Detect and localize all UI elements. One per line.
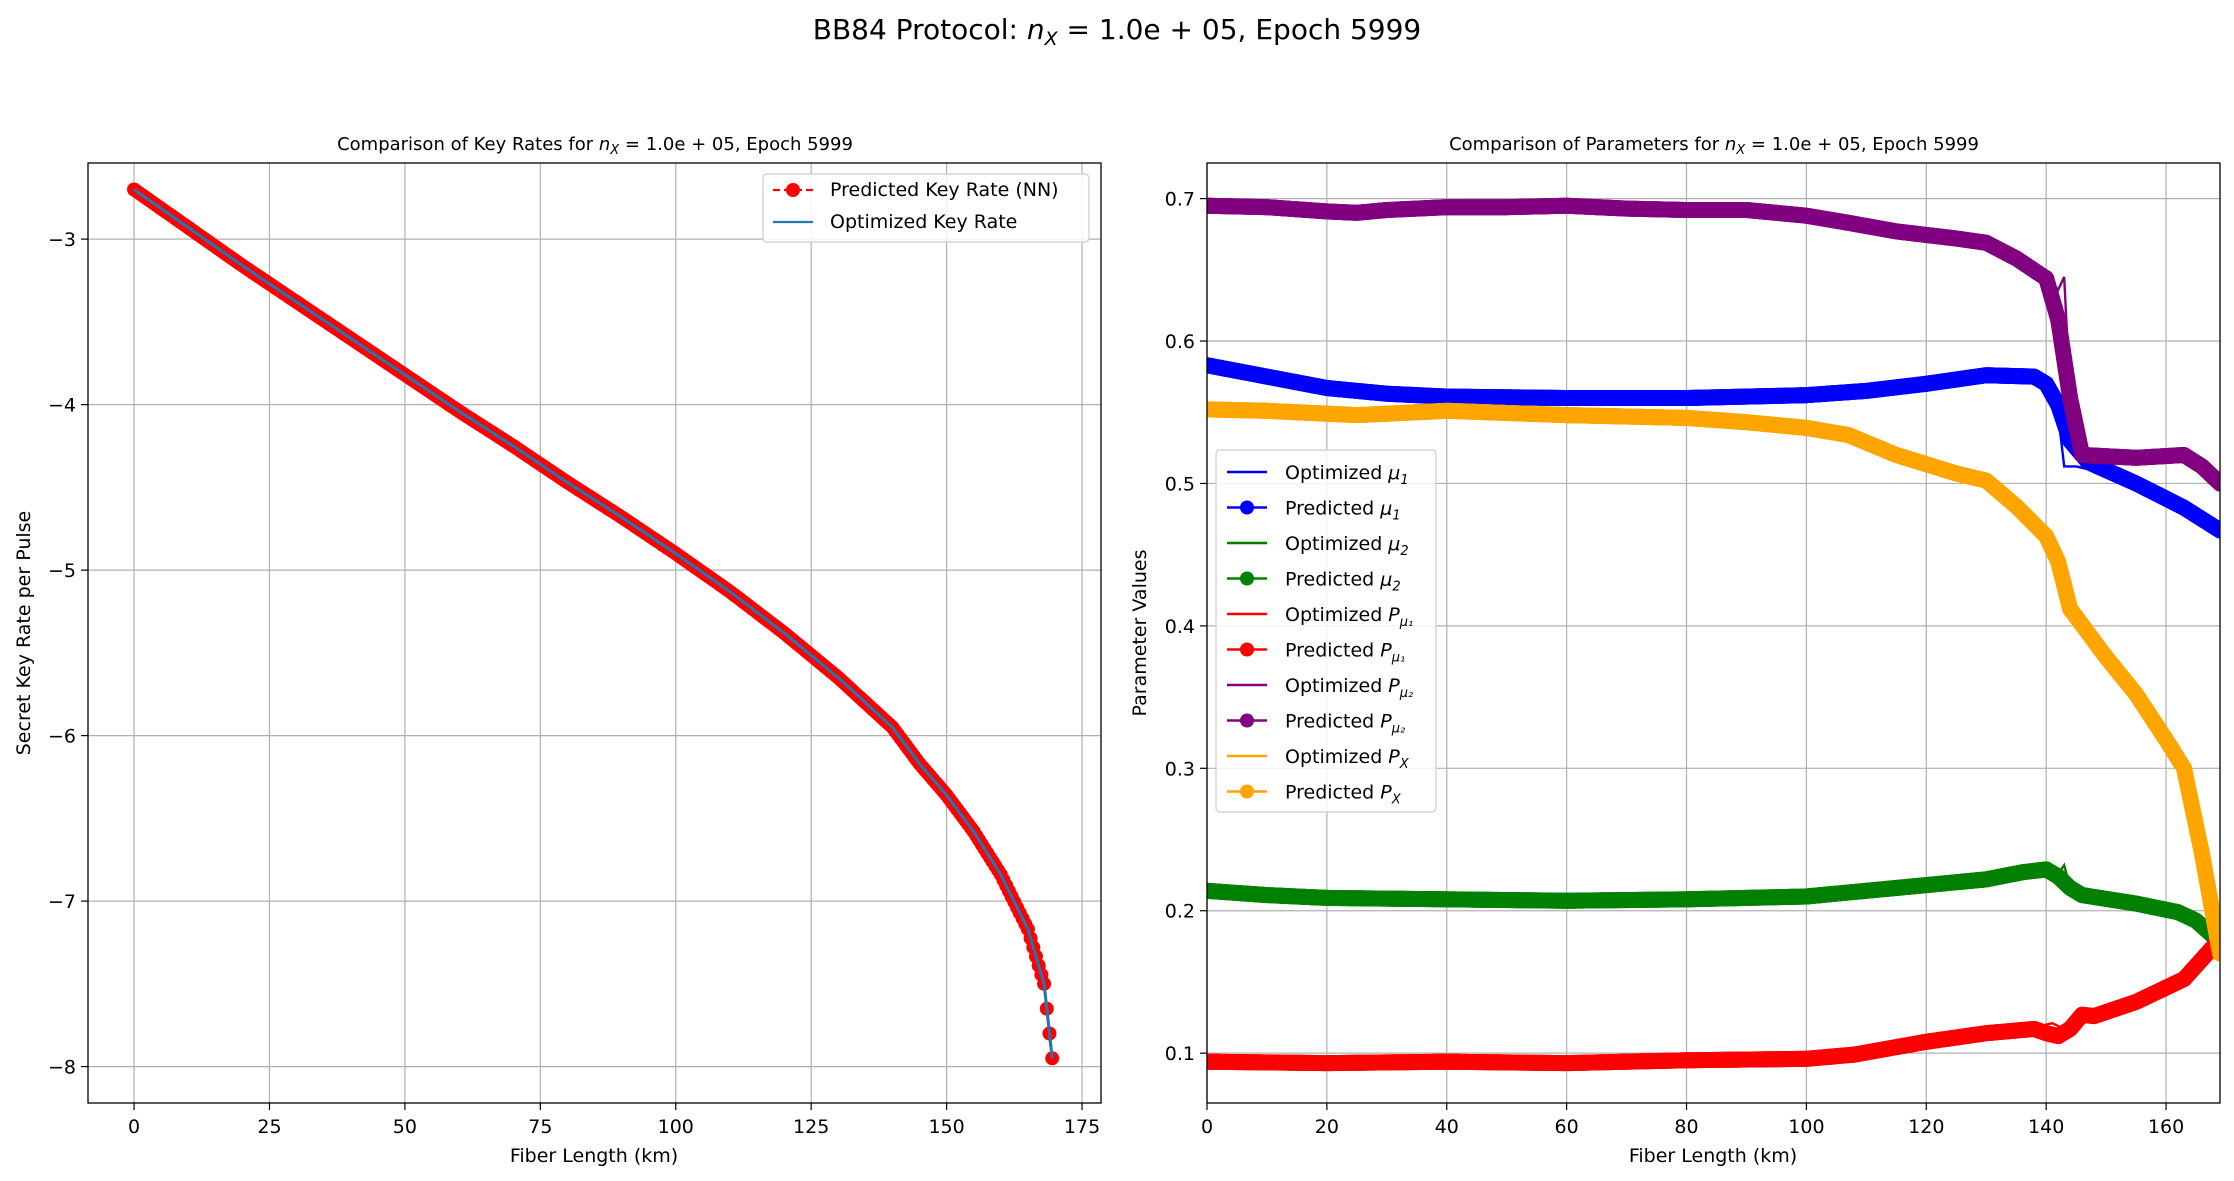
optimized-px-line	[1207, 408, 2220, 954]
key-rate-plot-area	[127, 182, 1060, 1066]
1-y-tick-label: 0.5	[1165, 473, 1195, 495]
1-x-tick-label: 80	[1674, 1116, 1698, 1138]
1-x-tick-label: 140	[2028, 1116, 2064, 1138]
1-y-tick-label: 0.7	[1165, 189, 1195, 211]
0-x-tick-label: 100	[658, 1116, 694, 1138]
parameters-ticks: 0 20 40 60 80 100 120 140 160 0.1 0.2 0.3 0.4 0.5 0.6 0…	[1165, 189, 2184, 1138]
0-y-tick-label: −6	[48, 726, 76, 748]
0-y-tick-label: −5	[48, 560, 76, 582]
optimized-pmu2-line	[1207, 204, 2220, 485]
0-y-tick-label: −3	[48, 229, 76, 251]
optimized-pmu1-line	[1207, 938, 2220, 1065]
parameters-series-group	[1207, 197, 2220, 1072]
key-rate-gridlines	[88, 163, 1101, 1103]
series-pmu2	[1207, 197, 2220, 492]
0-y-tick-label: −7	[48, 891, 76, 913]
parameters-y-axis-label: Parameter Values	[1129, 550, 1151, 717]
parameters-legend: Optimized μ1 Predicted μ1 Optimized μ2 Pred…	[1215, 449, 1437, 813]
legend-marker-1	[1240, 500, 1254, 515]
1-y-tick-label: 0.1	[1165, 1043, 1195, 1065]
0-x-tick-label: 75	[528, 1116, 552, 1138]
optimized-mu2-line	[1207, 862, 2220, 946]
key-rate-y-axis-label: Secret Key Rate per Pulse	[13, 511, 35, 756]
series-px	[1207, 401, 2220, 962]
key-rate-legend: Predicted Key Rate (NN) Optimized Key Ra…	[762, 173, 1090, 243]
legend-label-1: Predicted μ1	[1285, 498, 1401, 524]
legend-marker-9	[1240, 784, 1254, 799]
1-y-tick-label: 0.2	[1165, 901, 1195, 923]
series-pmu1	[1207, 931, 2220, 1072]
predicted-pmu2-point	[2212, 475, 2220, 492]
key-rate-ticks: 0 25 50 75 100 125 150 175 −8 −7 −6 −5 −4 −3	[48, 229, 1100, 1138]
parameters-chart: Comparison of Parameters for nX = 1.0e +…	[1129, 134, 2221, 1167]
0-x-tick-label: 25	[257, 1116, 281, 1138]
0-y-tick-label: −4	[48, 395, 76, 417]
parameters-axes-frame	[1206, 162, 2221, 1104]
predicted-px-point	[2212, 945, 2220, 962]
legend-marker-7	[1240, 713, 1254, 728]
1-x-tick-label: 40	[1435, 1116, 1459, 1138]
0-y-tick-label: −8	[48, 1057, 76, 1079]
figure-suptitle: BB84 Protocol: nX = 1.0e + 05, Epoch 599…	[813, 13, 1422, 50]
0-x-tick-label: 125	[793, 1116, 829, 1138]
1-y-tick-label: 0.3	[1165, 758, 1195, 780]
series-mu2	[1207, 861, 2220, 951]
legend-label-3: Predicted μ2	[1285, 569, 1401, 595]
legend-label-7: Predicted Pμ₂	[1285, 711, 1405, 737]
key-rate-legend-box	[762, 173, 1090, 243]
optimized-key-rate-line	[133, 188, 1054, 1059]
legend-marker-predicted-key-rate	[786, 183, 800, 197]
legend-marker-5	[1240, 642, 1254, 657]
0-x-tick-label: 175	[1064, 1116, 1100, 1138]
parameters-chart-title: Comparison of Parameters for nX = 1.0e +…	[1449, 134, 1979, 158]
0-x-tick-label: 50	[393, 1116, 417, 1138]
legend-label-9: Predicted PX	[1285, 782, 1402, 808]
0-x-tick-label: 0	[128, 1116, 140, 1138]
legend-label-4: Optimized Pμ₁	[1285, 604, 1413, 630]
legend-label-5: Predicted Pμ₁	[1285, 640, 1405, 666]
legend-label-0: Optimized μ1	[1285, 462, 1409, 488]
legend-label-6: Optimized Pμ₂	[1285, 675, 1413, 701]
legend-label-optimized-key-rate: Optimized Key Rate	[830, 211, 1017, 233]
key-rate-chart: Comparison of Key Rates for nX = 1.0e + …	[13, 134, 1102, 1167]
1-x-tick-label: 60	[1555, 1116, 1579, 1138]
key-rate-chart-title: Comparison of Key Rates for nX = 1.0e + …	[337, 134, 853, 158]
optimized-mu1-line	[1207, 364, 2220, 532]
1-x-tick-label: 0	[1201, 1116, 1213, 1138]
legend-marker-3	[1240, 571, 1254, 586]
1-x-tick-label: 120	[1908, 1116, 1944, 1138]
1-y-tick-label: 0.4	[1165, 616, 1195, 638]
parameters-plot-area	[1207, 197, 2220, 1072]
key-rate-axes-frame	[87, 162, 1102, 1104]
series-optimized-key-rate	[133, 188, 1054, 1059]
parameters-x-axis-label: Fiber Length (km)	[1629, 1145, 1797, 1167]
0-x-tick-label: 150	[928, 1116, 964, 1138]
1-x-tick-label: 160	[2148, 1116, 2184, 1138]
legend-label-predicted-key-rate: Predicted Key Rate (NN)	[830, 179, 1059, 201]
key-rate-x-axis-label: Fiber Length (km)	[510, 1145, 678, 1167]
legend-label-8: Optimized PX	[1285, 746, 1410, 772]
1-y-tick-label: 0.6	[1165, 331, 1195, 353]
1-x-tick-label: 100	[1788, 1116, 1824, 1138]
legend-label-2: Optimized μ2	[1285, 533, 1409, 559]
1-x-tick-label: 20	[1315, 1116, 1339, 1138]
parameters-legend-box	[1215, 449, 1437, 813]
